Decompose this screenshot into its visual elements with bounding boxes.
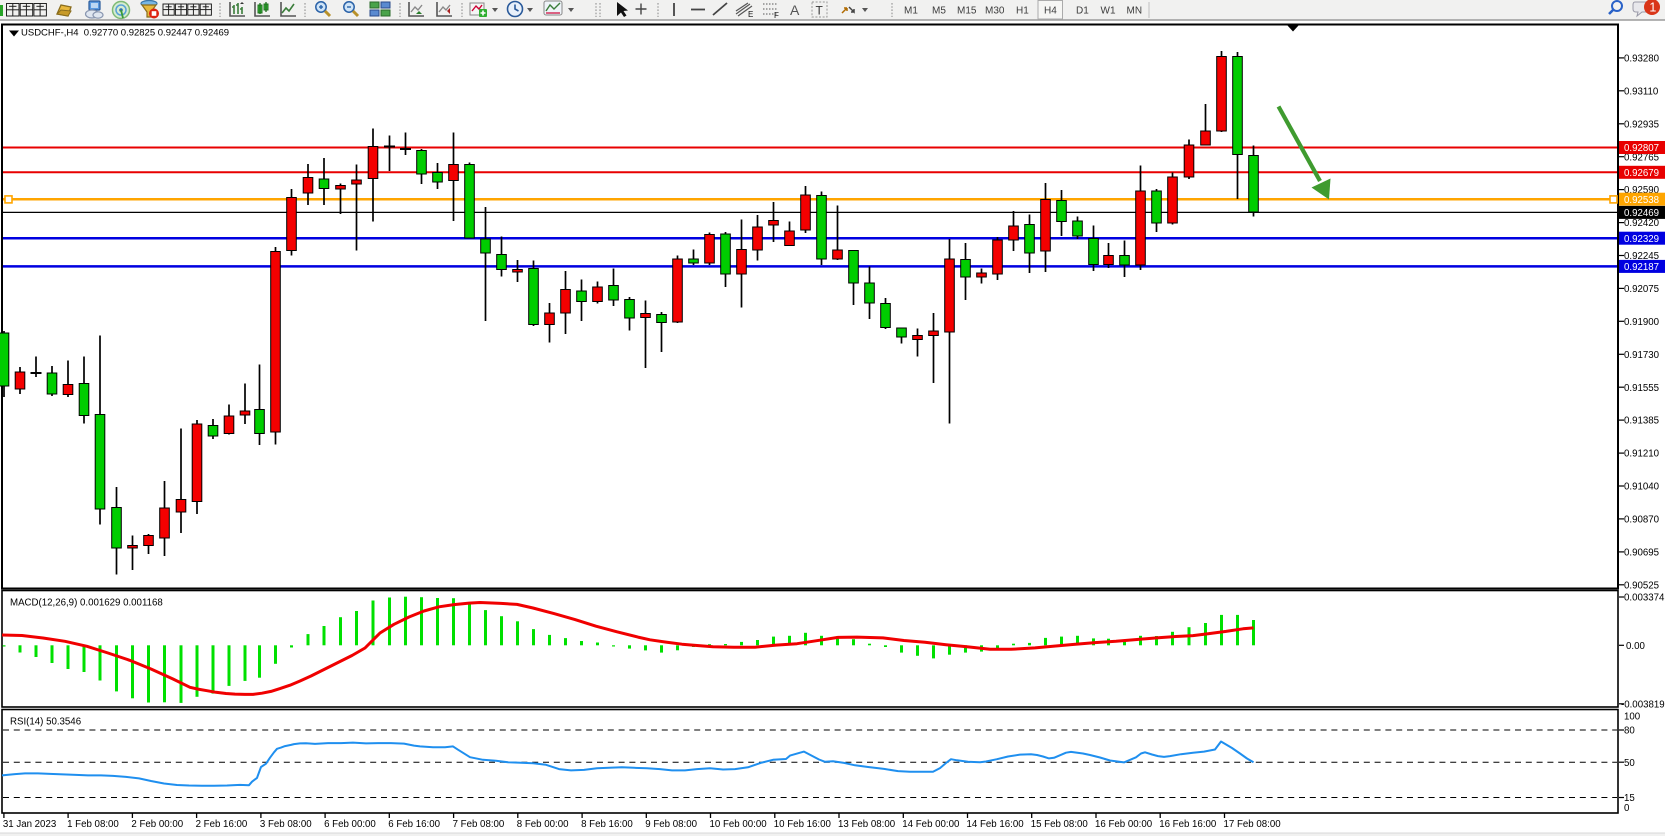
svg-text:6 Feb 00:00: 6 Feb 00:00	[324, 819, 376, 830]
svg-text:10 Feb 00:00: 10 Feb 00:00	[710, 819, 768, 830]
svg-text:80: 80	[1624, 726, 1635, 737]
svg-text:0.93110: 0.93110	[1624, 86, 1659, 97]
svg-text:15 Feb 08:00: 15 Feb 08:00	[1031, 819, 1089, 830]
svg-text:0.91555: 0.91555	[1624, 383, 1659, 394]
svg-text:31 Jan 2023: 31 Jan 2023	[3, 819, 56, 830]
svg-text:0.92420: 0.92420	[1624, 218, 1660, 229]
svg-text:100: 100	[1624, 712, 1641, 723]
svg-text:0.92590: 0.92590	[1624, 185, 1660, 196]
svg-text:0.91040: 0.91040	[1624, 482, 1660, 493]
svg-text:E: E	[748, 10, 753, 19]
svg-text:17 Feb 08:00: 17 Feb 08:00	[1224, 819, 1282, 830]
svg-text:8 Feb 00:00: 8 Feb 00:00	[517, 819, 569, 830]
svg-text:13 Feb 08:00: 13 Feb 08:00	[838, 819, 896, 830]
svg-text:1 Feb 08:00: 1 Feb 08:00	[67, 819, 119, 830]
svg-text:0.91210: 0.91210	[1624, 449, 1660, 460]
svg-text:0.92935: 0.92935	[1624, 119, 1659, 130]
svg-text:0.90695: 0.90695	[1624, 548, 1659, 559]
svg-text:50: 50	[1624, 758, 1635, 769]
svg-text:0.92538: 0.92538	[1624, 195, 1659, 206]
svg-text:M15: M15	[957, 6, 977, 17]
svg-text:0.93280: 0.93280	[1624, 54, 1660, 65]
svg-text:0.90870: 0.90870	[1624, 515, 1660, 526]
svg-text:0.92187: 0.92187	[1624, 262, 1659, 273]
svg-text:W1: W1	[1101, 6, 1116, 17]
svg-text:10 Feb 16:00: 10 Feb 16:00	[774, 819, 832, 830]
svg-text:16 Feb 16:00: 16 Feb 16:00	[1159, 819, 1217, 830]
svg-text:0.92765: 0.92765	[1624, 152, 1659, 163]
svg-text:MACD(12,26,9) 0.001629 0.00116: MACD(12,26,9) 0.001629 0.001168	[10, 598, 163, 609]
svg-text:3 Feb 08:00: 3 Feb 08:00	[260, 819, 312, 830]
svg-text:0.91385: 0.91385	[1624, 416, 1659, 427]
svg-text:14 Feb 00:00: 14 Feb 00:00	[902, 819, 960, 830]
svg-text:16 Feb 00:00: 16 Feb 00:00	[1095, 819, 1153, 830]
svg-text:2 Feb 00:00: 2 Feb 00:00	[131, 819, 183, 830]
svg-text:F: F	[774, 11, 779, 20]
svg-text:0: 0	[1624, 803, 1630, 814]
svg-text:0.92075: 0.92075	[1624, 284, 1659, 295]
svg-text:A: A	[790, 2, 800, 18]
svg-text:-0.003819: -0.003819	[1621, 699, 1665, 710]
svg-text:M1: M1	[904, 6, 918, 17]
svg-text:2 Feb 16:00: 2 Feb 16:00	[196, 819, 248, 830]
svg-text:USDCHF-,H4 0.92770 0.92825 0.: USDCHF-,H4 0.92770 0.92825 0.92447 0.924…	[21, 28, 229, 39]
svg-text:M30: M30	[985, 6, 1005, 17]
svg-text:0.92245: 0.92245	[1624, 251, 1659, 262]
svg-text:M5: M5	[932, 6, 946, 17]
svg-text:0.91730: 0.91730	[1624, 350, 1660, 361]
svg-text:7 Feb 08:00: 7 Feb 08:00	[453, 819, 505, 830]
svg-text:0.92679: 0.92679	[1624, 168, 1659, 179]
svg-text:H1: H1	[1016, 6, 1029, 17]
svg-text:D1: D1	[1076, 6, 1089, 17]
svg-text:0.92807: 0.92807	[1624, 143, 1659, 154]
svg-text:RSI(14) 50.3546: RSI(14) 50.3546	[10, 717, 81, 728]
svg-text:6 Feb 16:00: 6 Feb 16:00	[388, 819, 440, 830]
svg-text:15: 15	[1624, 793, 1635, 804]
svg-text:0.91900: 0.91900	[1624, 317, 1660, 328]
svg-text:9 Feb 08:00: 9 Feb 08:00	[645, 819, 697, 830]
svg-text:0.003374: 0.003374	[1624, 593, 1665, 604]
svg-text:0.00: 0.00	[1626, 641, 1645, 652]
svg-text:1: 1	[1649, 1, 1656, 15]
svg-text:0.92329: 0.92329	[1624, 234, 1659, 245]
svg-text:0.92469: 0.92469	[1624, 208, 1659, 219]
svg-text:MN: MN	[1127, 6, 1143, 17]
svg-text:T: T	[816, 4, 824, 18]
svg-text:H4: H4	[1044, 6, 1057, 17]
svg-text:8 Feb 16:00: 8 Feb 16:00	[581, 819, 633, 830]
svg-text:0.90525: 0.90525	[1624, 580, 1659, 591]
svg-text:14 Feb 16:00: 14 Feb 16:00	[967, 819, 1025, 830]
